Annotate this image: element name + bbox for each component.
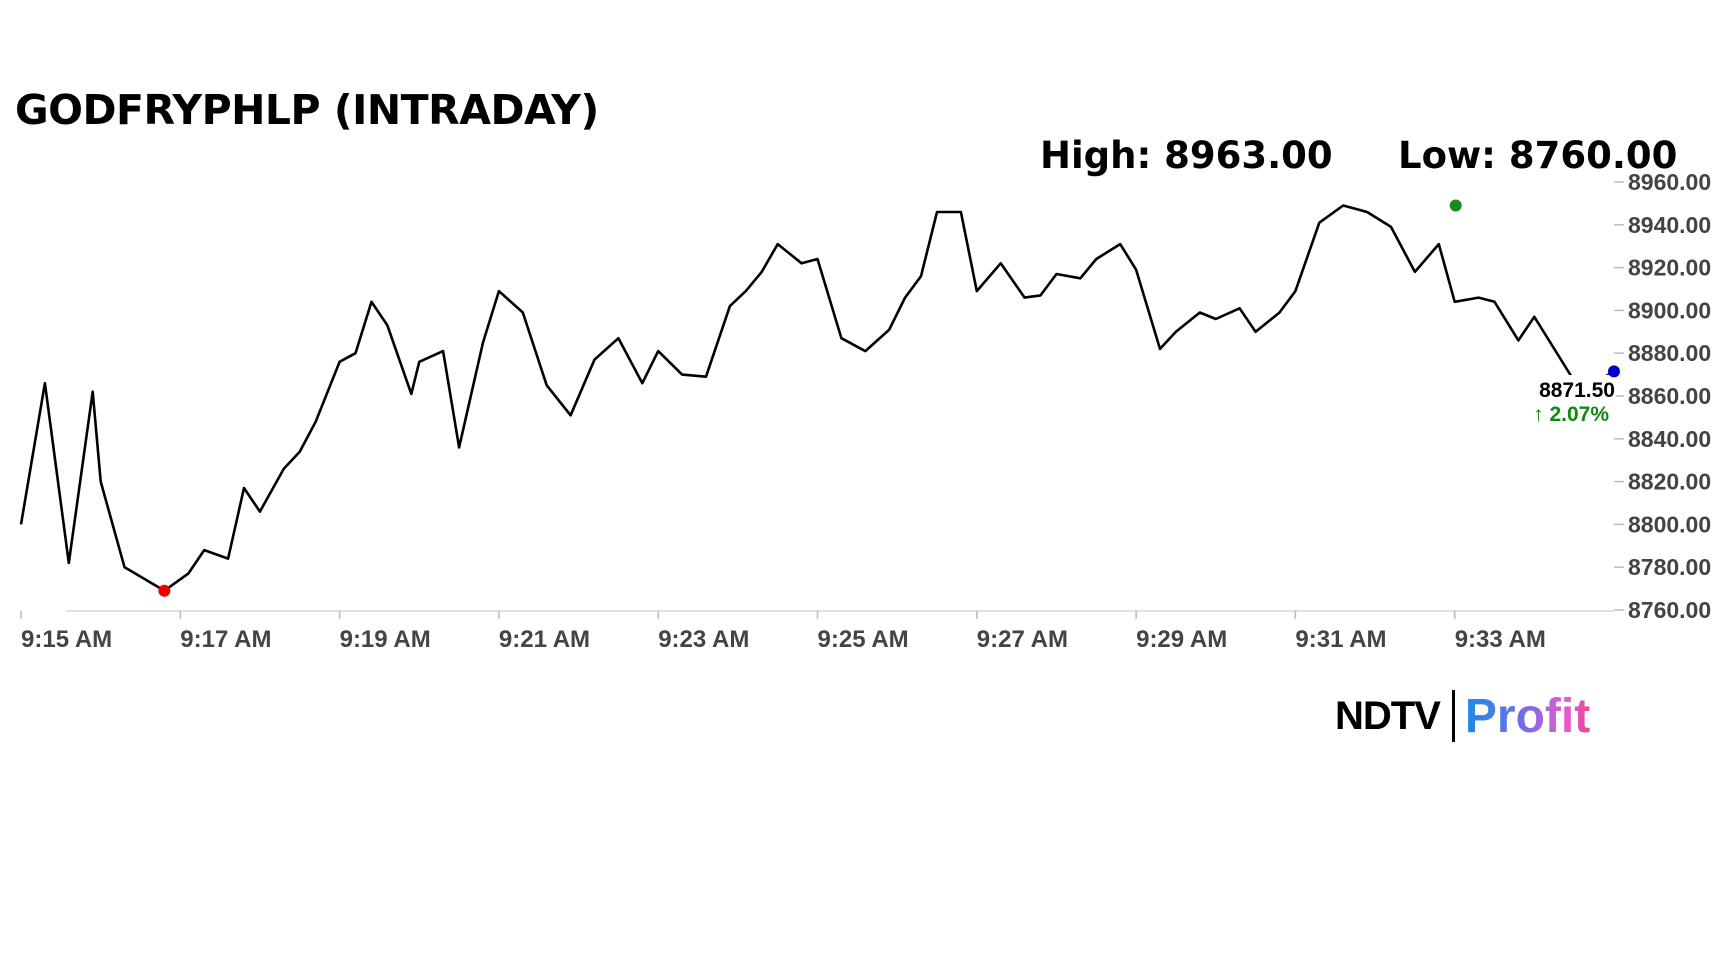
x-tick-label: 9:23 AM — [658, 626, 749, 653]
x-tick-label: 9:29 AM — [1136, 626, 1227, 653]
price-series — [19, 204, 1615, 593]
last-price-label: 8871.50 — [1539, 379, 1615, 402]
logo-divider — [1451, 690, 1455, 742]
y-tick-label: 8840.00 — [1628, 426, 1711, 452]
y-tick-label: 8820.00 — [1628, 469, 1711, 495]
price-line — [19, 204, 1615, 593]
y-tick-label: 8880.00 — [1628, 340, 1711, 366]
y-tick-label: 8780.00 — [1628, 554, 1711, 580]
last-price-label-background — [1524, 375, 1616, 427]
point-markers — [158, 199, 1620, 597]
x-tick-label: 9:25 AM — [818, 626, 909, 653]
x-tick-label: 9:17 AM — [180, 626, 271, 653]
ndtv-profit-logo: NDTV Profit — [1335, 688, 1590, 744]
last-point-marker — [1608, 365, 1620, 378]
x-tick-label: 9:21 AM — [499, 626, 590, 653]
y-tick-label: 8920.00 — [1628, 255, 1711, 281]
low-stat: Low: 8760.00 — [1398, 134, 1678, 177]
y-tick-label: 8760.00 — [1628, 597, 1711, 623]
logo-ndtv-text: NDTV — [1335, 693, 1441, 738]
y-tick-label: 8800.00 — [1628, 511, 1711, 537]
high-stat: High: 8963.00 — [1040, 134, 1333, 177]
x-tick-label: 9:33 AM — [1455, 626, 1546, 653]
logo-profit-text: Profit — [1464, 689, 1591, 743]
x-tick-label: 9:31 AM — [1295, 626, 1386, 653]
x-tick-label: 9:15 AM — [21, 626, 112, 653]
high-point-marker — [1449, 199, 1462, 212]
axes: 9:15 AM 9:17 AM 9:19 AM 9:21 AM 9:23 AM 9:25 … — [20, 169, 1711, 653]
y-tick-label: 8940.00 — [1628, 212, 1711, 238]
y-tick-label: 8860.00 — [1628, 383, 1711, 409]
y-tick-label: 8960.00 — [1628, 169, 1711, 195]
x-tick-label: 9:27 AM — [977, 626, 1068, 653]
chart-title: GODFRYPHLP (INTRADAY) — [15, 86, 599, 134]
low-point-marker — [158, 584, 171, 597]
change-label: ↑ 2.07% — [1533, 403, 1609, 426]
y-tick-label: 8900.00 — [1628, 297, 1711, 323]
x-tick-label: 9:19 AM — [340, 626, 431, 653]
